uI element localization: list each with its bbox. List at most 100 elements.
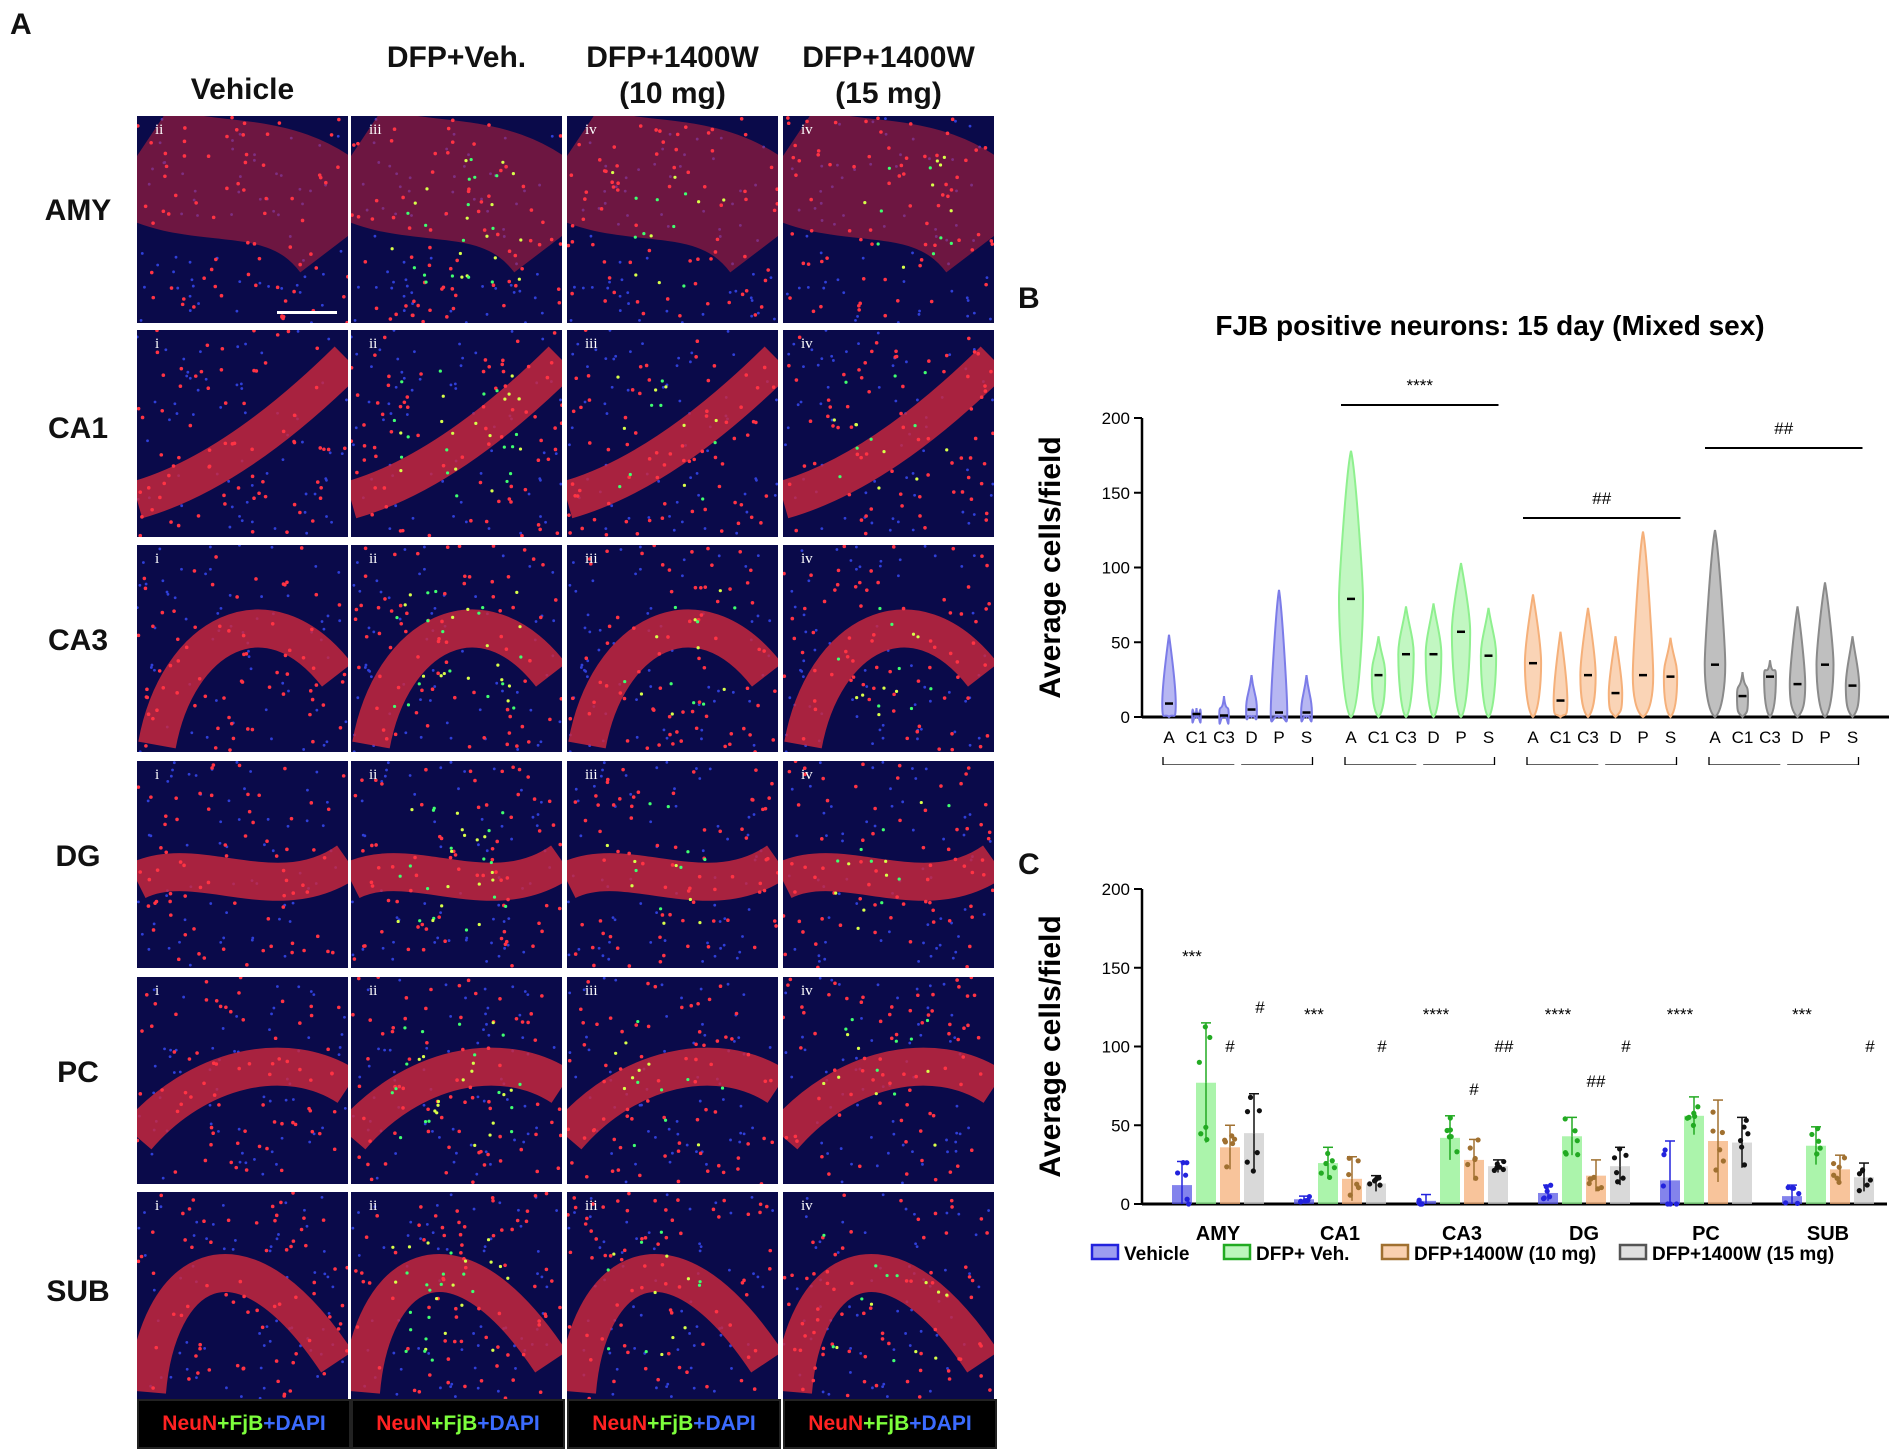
data-point — [1204, 1136, 1210, 1143]
data-point — [1325, 1150, 1331, 1157]
tile-label: iii — [585, 336, 598, 352]
data-point — [1318, 1170, 1324, 1176]
x-tick-label: C3 — [1213, 728, 1235, 747]
data-point — [1620, 1175, 1626, 1181]
group-bracket — [1708, 757, 1860, 765]
x-tick-label: CA3 — [1442, 1223, 1482, 1245]
data-point — [1548, 1182, 1554, 1188]
data-point — [1302, 1198, 1308, 1204]
group-bracket — [1162, 757, 1314, 765]
micrograph-tile: iv — [783, 1192, 994, 1399]
stain-legend-fjb: FjB — [443, 1412, 478, 1435]
bar-chart: Average cells/field050100150200AMY***##C… — [1034, 880, 1887, 1265]
data-point — [1447, 1115, 1453, 1121]
micrograph-tile: ii — [351, 330, 562, 537]
stain-legend: NeuN+FjB+DAPI — [783, 1399, 997, 1449]
stain-legend: NeuN+FjB+DAPI — [351, 1399, 565, 1449]
tile-label: iv — [801, 983, 813, 999]
data-point — [1737, 1138, 1744, 1144]
data-point — [1180, 1160, 1186, 1166]
stain-legend-dapi: DAPI — [921, 1412, 972, 1435]
x-tick-label: CA1 — [1320, 1223, 1360, 1245]
data-point — [1472, 1155, 1478, 1162]
tile-label: iv — [801, 122, 813, 138]
x-tick-label: C1 — [1186, 728, 1208, 747]
significance-label: **** — [1423, 1005, 1450, 1024]
y-tick-label: 0 — [1121, 1195, 1130, 1214]
stain-legend-plus2: + — [909, 1412, 922, 1435]
significance-label: ## — [1587, 1072, 1606, 1091]
data-point — [1720, 1158, 1726, 1164]
legend-label: DFP+1400W (10 mg) — [1414, 1244, 1596, 1265]
data-point — [1207, 1034, 1213, 1041]
micrograph-tile: i — [137, 761, 348, 968]
tile-label: ii — [369, 983, 378, 999]
group-bracket — [1344, 757, 1496, 765]
column-header: Vehicle — [190, 73, 295, 106]
micrograph-tile: i — [137, 977, 348, 1184]
significance-label: # — [1377, 1037, 1387, 1056]
data-point — [1686, 1114, 1692, 1121]
data-point — [1575, 1152, 1581, 1158]
data-point — [1817, 1145, 1823, 1151]
x-tick-label: PC — [1692, 1223, 1720, 1245]
data-point — [1867, 1177, 1874, 1183]
micrograph-tile: iii — [567, 977, 778, 1184]
stain-legend: NeuN+FjB+DAPI — [567, 1399, 781, 1449]
row-header: SUB — [46, 1275, 110, 1308]
tile-label: i — [155, 983, 160, 999]
violin — [1579, 607, 1597, 719]
data-point — [1796, 1191, 1802, 1197]
data-point — [1202, 1024, 1208, 1030]
data-point — [1815, 1125, 1821, 1132]
violin — [1844, 636, 1861, 719]
data-point — [1323, 1160, 1329, 1167]
data-point — [1665, 1201, 1671, 1207]
bar — [1440, 1137, 1460, 1204]
violin — [1245, 675, 1258, 721]
x-tick-label: C3 — [1395, 728, 1417, 747]
data-point — [1719, 1129, 1725, 1136]
micrograph-tile: iv — [783, 330, 994, 537]
bar — [1806, 1145, 1826, 1204]
tile-label: iii — [585, 983, 598, 999]
x-tick-label: D — [1791, 728, 1803, 747]
y-tick-label: 150 — [1102, 959, 1130, 978]
data-point — [1574, 1138, 1580, 1144]
x-tick-label: C3 — [1759, 728, 1781, 747]
data-point — [1186, 1201, 1192, 1207]
data-point — [1562, 1116, 1568, 1122]
tile-label: iii — [585, 1198, 598, 1214]
micrograph-tile: iii — [567, 545, 778, 752]
tile-label: i — [155, 1198, 160, 1214]
data-point — [1836, 1179, 1842, 1185]
x-tick-label: D — [1427, 728, 1439, 747]
micrograph-tile: iv — [783, 977, 994, 1184]
x-tick-label: C1 — [1368, 728, 1390, 747]
micrograph-tile: ii — [351, 1192, 562, 1399]
data-point — [1198, 1131, 1204, 1137]
data-point — [1741, 1124, 1747, 1130]
data-point — [1831, 1172, 1837, 1178]
violin — [1735, 672, 1750, 719]
bar — [1196, 1082, 1216, 1204]
tile-label: iii — [585, 551, 598, 567]
panel-b-letter: B — [1018, 282, 1040, 315]
data-point — [1591, 1174, 1597, 1180]
data-point — [1346, 1155, 1352, 1161]
data-point — [1448, 1133, 1454, 1140]
data-point — [1250, 1168, 1256, 1174]
data-point — [1254, 1150, 1260, 1156]
data-point — [1814, 1151, 1820, 1157]
x-tick-label: S — [1483, 728, 1494, 747]
micrograph-tile: ii — [351, 545, 562, 752]
x-tick-label: S — [1665, 728, 1676, 747]
data-point — [1244, 1109, 1251, 1115]
data-point — [1710, 1109, 1716, 1115]
bar — [1488, 1166, 1508, 1204]
violin — [1191, 707, 1202, 724]
bar — [1220, 1147, 1240, 1204]
data-point — [1222, 1139, 1229, 1145]
data-point — [1491, 1167, 1497, 1173]
row-header: CA3 — [47, 624, 108, 657]
